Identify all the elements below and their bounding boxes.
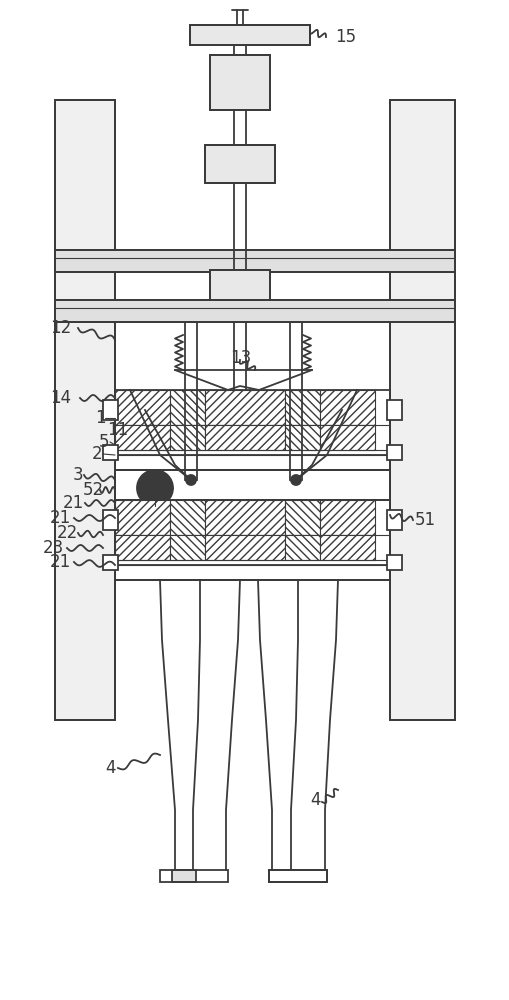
Bar — [205, 535, 285, 560]
Bar — [210, 55, 269, 110]
Bar — [285, 425, 319, 450]
Bar — [103, 555, 118, 570]
Bar — [205, 145, 274, 183]
Text: 11: 11 — [107, 421, 128, 439]
Text: 22: 22 — [57, 524, 78, 542]
Bar — [115, 535, 169, 560]
Bar — [115, 425, 169, 450]
Bar — [205, 390, 285, 425]
Bar — [319, 500, 374, 535]
Circle shape — [186, 475, 195, 485]
Bar — [386, 445, 401, 460]
Bar — [55, 250, 454, 272]
Bar — [55, 250, 454, 272]
Text: 3: 3 — [73, 466, 83, 484]
Bar — [285, 535, 319, 560]
Bar — [205, 425, 285, 450]
Bar — [103, 445, 118, 460]
Text: 5: 5 — [99, 433, 109, 451]
Text: 4: 4 — [309, 791, 320, 809]
Bar — [55, 300, 454, 322]
Bar — [55, 100, 115, 720]
Bar — [389, 100, 454, 720]
Bar — [115, 390, 169, 425]
Text: 13: 13 — [230, 349, 251, 367]
Bar — [115, 470, 389, 500]
Bar — [115, 565, 389, 580]
Text: 15: 15 — [334, 28, 355, 46]
Text: 23: 23 — [43, 539, 64, 557]
Bar — [115, 500, 169, 535]
Bar — [389, 100, 454, 720]
Bar — [185, 322, 196, 480]
Bar — [160, 870, 228, 882]
Bar — [190, 25, 309, 45]
Text: 21: 21 — [63, 494, 84, 512]
Text: 14: 14 — [50, 389, 71, 407]
Bar — [268, 870, 293, 882]
Bar — [205, 145, 274, 183]
Circle shape — [137, 470, 173, 506]
Text: 51: 51 — [414, 511, 435, 529]
Text: 1: 1 — [95, 409, 105, 427]
Bar — [169, 390, 205, 425]
Bar — [103, 510, 118, 530]
Bar — [285, 390, 319, 425]
Bar — [205, 500, 285, 535]
Bar — [386, 555, 401, 570]
Bar — [319, 425, 374, 450]
Text: 52: 52 — [83, 481, 104, 499]
Bar — [285, 500, 319, 535]
Bar — [190, 25, 309, 45]
Bar — [268, 870, 326, 882]
Bar — [103, 400, 118, 420]
Bar — [210, 270, 269, 300]
Circle shape — [291, 475, 300, 485]
Bar — [319, 535, 374, 560]
Bar — [169, 500, 205, 535]
Text: 21: 21 — [50, 553, 71, 571]
Text: 12: 12 — [50, 319, 71, 337]
Bar — [55, 300, 454, 322]
Bar — [268, 870, 326, 882]
Bar — [290, 322, 301, 480]
Bar — [210, 55, 269, 110]
Text: 2: 2 — [92, 445, 102, 463]
Bar — [55, 100, 115, 720]
Bar — [115, 390, 389, 470]
Bar — [386, 400, 401, 420]
Bar — [319, 390, 374, 425]
Bar — [210, 270, 269, 300]
Bar — [169, 425, 205, 450]
Bar — [386, 510, 401, 530]
Bar — [172, 870, 195, 882]
Bar — [115, 455, 389, 470]
Text: 4: 4 — [105, 759, 115, 777]
Text: 21: 21 — [50, 509, 71, 527]
Bar — [169, 535, 205, 560]
Bar — [115, 500, 389, 580]
